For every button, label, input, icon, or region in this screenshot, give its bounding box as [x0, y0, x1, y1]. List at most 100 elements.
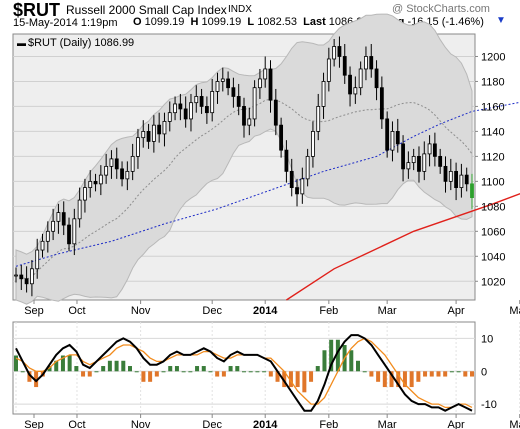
low-value: 1082.53	[257, 16, 297, 28]
histogram-bar	[134, 371, 139, 373]
candle	[14, 267, 18, 283]
histogram-bar	[436, 371, 441, 377]
candle	[189, 93, 193, 132]
histogram-bar	[67, 355, 72, 372]
histogram-bar	[94, 371, 99, 373]
histogram-bar	[369, 371, 374, 377]
candle	[390, 121, 395, 162]
candle	[417, 146, 421, 183]
candle	[258, 68, 262, 99]
candle	[24, 266, 29, 293]
histogram-bar	[288, 371, 293, 388]
candle	[443, 156, 448, 193]
candle	[77, 187, 82, 228]
candle	[215, 72, 220, 104]
high-value: 1099.19	[201, 16, 242, 28]
candle	[284, 140, 289, 183]
histogram-bar	[14, 355, 18, 372]
macd-x-tick: Oct	[68, 419, 85, 429]
macd-y-tick: 0	[481, 366, 487, 378]
price-x-tick: 2014	[253, 305, 278, 317]
price-y-tick: 1120	[481, 151, 505, 163]
histogram-bar	[101, 366, 106, 372]
candle	[316, 93, 321, 141]
histogram-bar	[148, 371, 153, 382]
candle	[220, 67, 225, 92]
candle	[300, 167, 305, 204]
price-candles	[14, 36, 474, 297]
open-value: 1099.19	[144, 16, 185, 28]
histogram-bar	[349, 350, 354, 372]
candle	[45, 221, 50, 253]
candle	[120, 161, 124, 187]
candle	[236, 83, 241, 116]
candle	[326, 47, 331, 92]
candle	[305, 148, 310, 187]
macd-x-tick: Sep	[24, 419, 44, 429]
candle	[242, 97, 246, 138]
dropdown-arrow-icon[interactable]: ▼	[496, 15, 506, 26]
histogram-bar	[396, 371, 401, 388]
histogram-bar	[262, 371, 267, 373]
candle	[252, 80, 257, 127]
candle	[178, 93, 183, 121]
histogram-bar	[87, 371, 92, 377]
candle	[332, 38, 337, 67]
histogram-bar	[376, 371, 381, 382]
histogram-bar	[248, 371, 253, 373]
candle	[226, 71, 230, 96]
high-label: H	[190, 16, 199, 28]
candle	[464, 167, 469, 192]
candle	[51, 208, 56, 241]
security-name: Russell 2000 Small Cap Index	[66, 3, 227, 17]
candle	[173, 96, 177, 121]
histogram-bar	[221, 371, 226, 377]
candle	[67, 217, 71, 252]
price-y-tick: 1180	[481, 76, 505, 88]
price-y-axis: 1020 1040 1060 1080 1100 1120 1140 1160 1180 1200	[475, 51, 505, 288]
candle	[358, 61, 363, 96]
macd-x-tick: Feb	[319, 419, 338, 429]
candle	[401, 135, 405, 182]
candle	[114, 147, 119, 179]
candle	[369, 43, 374, 78]
macd-y-tick: 10	[481, 333, 493, 345]
price-y-tick: 1080	[481, 201, 505, 213]
candle	[395, 118, 400, 153]
symbol[interactable]: $RUT	[13, 0, 61, 20]
candle	[19, 265, 24, 291]
candle	[61, 201, 66, 236]
histogram-bar	[235, 366, 240, 372]
histogram-bar	[302, 371, 307, 393]
ma20-line	[15, 98, 473, 280]
histogram-bar	[389, 371, 394, 388]
histogram-bar	[34, 371, 39, 388]
macd-panel	[12, 321, 476, 415]
histogram-bar	[409, 371, 414, 388]
histogram-bar	[322, 350, 327, 372]
price-x-tick: Nov	[131, 305, 151, 317]
candle	[385, 111, 390, 158]
macd-line	[15, 334, 473, 412]
macd-x-axis: Sep Oct Nov Dec 2014 Feb Mar Apr May	[24, 414, 520, 429]
price-x-tick: May	[509, 305, 520, 317]
candle	[199, 88, 204, 114]
histogram-bar	[456, 371, 461, 373]
candle	[88, 170, 93, 198]
candle	[194, 85, 199, 113]
histogram-bar	[443, 371, 448, 377]
price-x-tick: Dec	[202, 305, 222, 317]
price-x-tick: Apr	[448, 305, 465, 317]
histogram-bar	[168, 366, 173, 372]
candle	[459, 163, 464, 198]
macd-y-axis: 10 0 -10	[481, 333, 497, 411]
candle	[183, 96, 188, 128]
histogram-bar	[255, 371, 260, 373]
candle	[268, 60, 273, 113]
bollinger-band	[15, 13, 473, 305]
histogram-bar	[114, 360, 119, 372]
candle	[157, 112, 162, 143]
chart-header: $RUT Russell 2000 Small Cap Index INDX @…	[0, 0, 520, 34]
candle	[311, 121, 315, 168]
